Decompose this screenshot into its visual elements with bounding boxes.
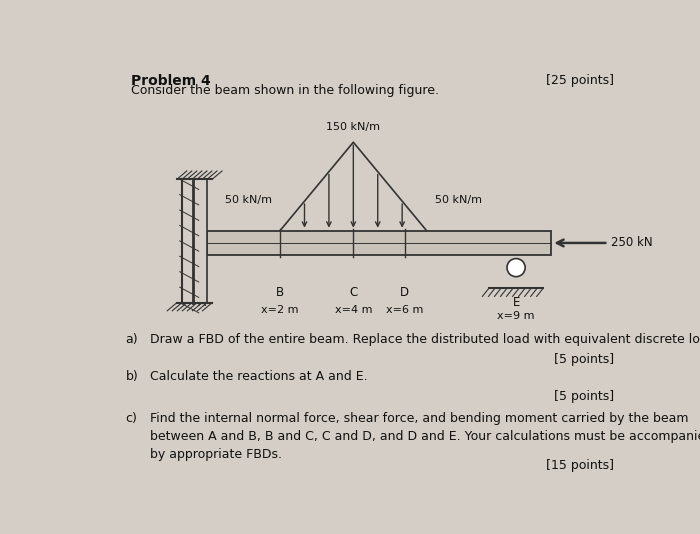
Text: D: D [400,286,410,299]
Text: Consider the beam shown in the following figure.: Consider the beam shown in the following… [131,84,439,97]
Text: x=4 m: x=4 m [335,304,372,315]
Text: x=6 m: x=6 m [386,304,424,315]
Text: [5 points]: [5 points] [554,353,614,366]
Text: B: B [276,286,284,299]
Text: Find the internal normal force, shear force, and bending moment carried by the b: Find the internal normal force, shear fo… [150,412,700,460]
Text: b): b) [125,371,138,383]
Text: Problem 4: Problem 4 [131,74,211,88]
Text: 50 kN/m: 50 kN/m [435,195,482,205]
Ellipse shape [507,258,525,277]
Bar [183,179,207,303]
Text: 250 kN: 250 kN [611,237,652,249]
Bar [207,231,552,255]
Text: Draw a FBD of the entire beam. Replace the distributed load with equivalent disc: Draw a FBD of the entire beam. Replace t… [150,333,700,347]
Text: a): a) [125,333,138,347]
Text: [25 points]: [25 points] [546,74,614,88]
Text: x=9 m: x=9 m [497,311,535,321]
Text: C: C [349,286,358,299]
Text: Calculate the reactions at A and E.: Calculate the reactions at A and E. [150,371,368,383]
Text: E: E [512,296,520,309]
Text: 150 kN/m: 150 kN/m [326,122,380,132]
Text: [15 points]: [15 points] [546,459,614,472]
Text: [5 points]: [5 points] [554,390,614,403]
Text: 50 kN/m: 50 kN/m [225,195,272,205]
Text: c): c) [125,412,137,425]
Text: x=2 m: x=2 m [261,304,299,315]
Text: A: A [197,296,205,309]
